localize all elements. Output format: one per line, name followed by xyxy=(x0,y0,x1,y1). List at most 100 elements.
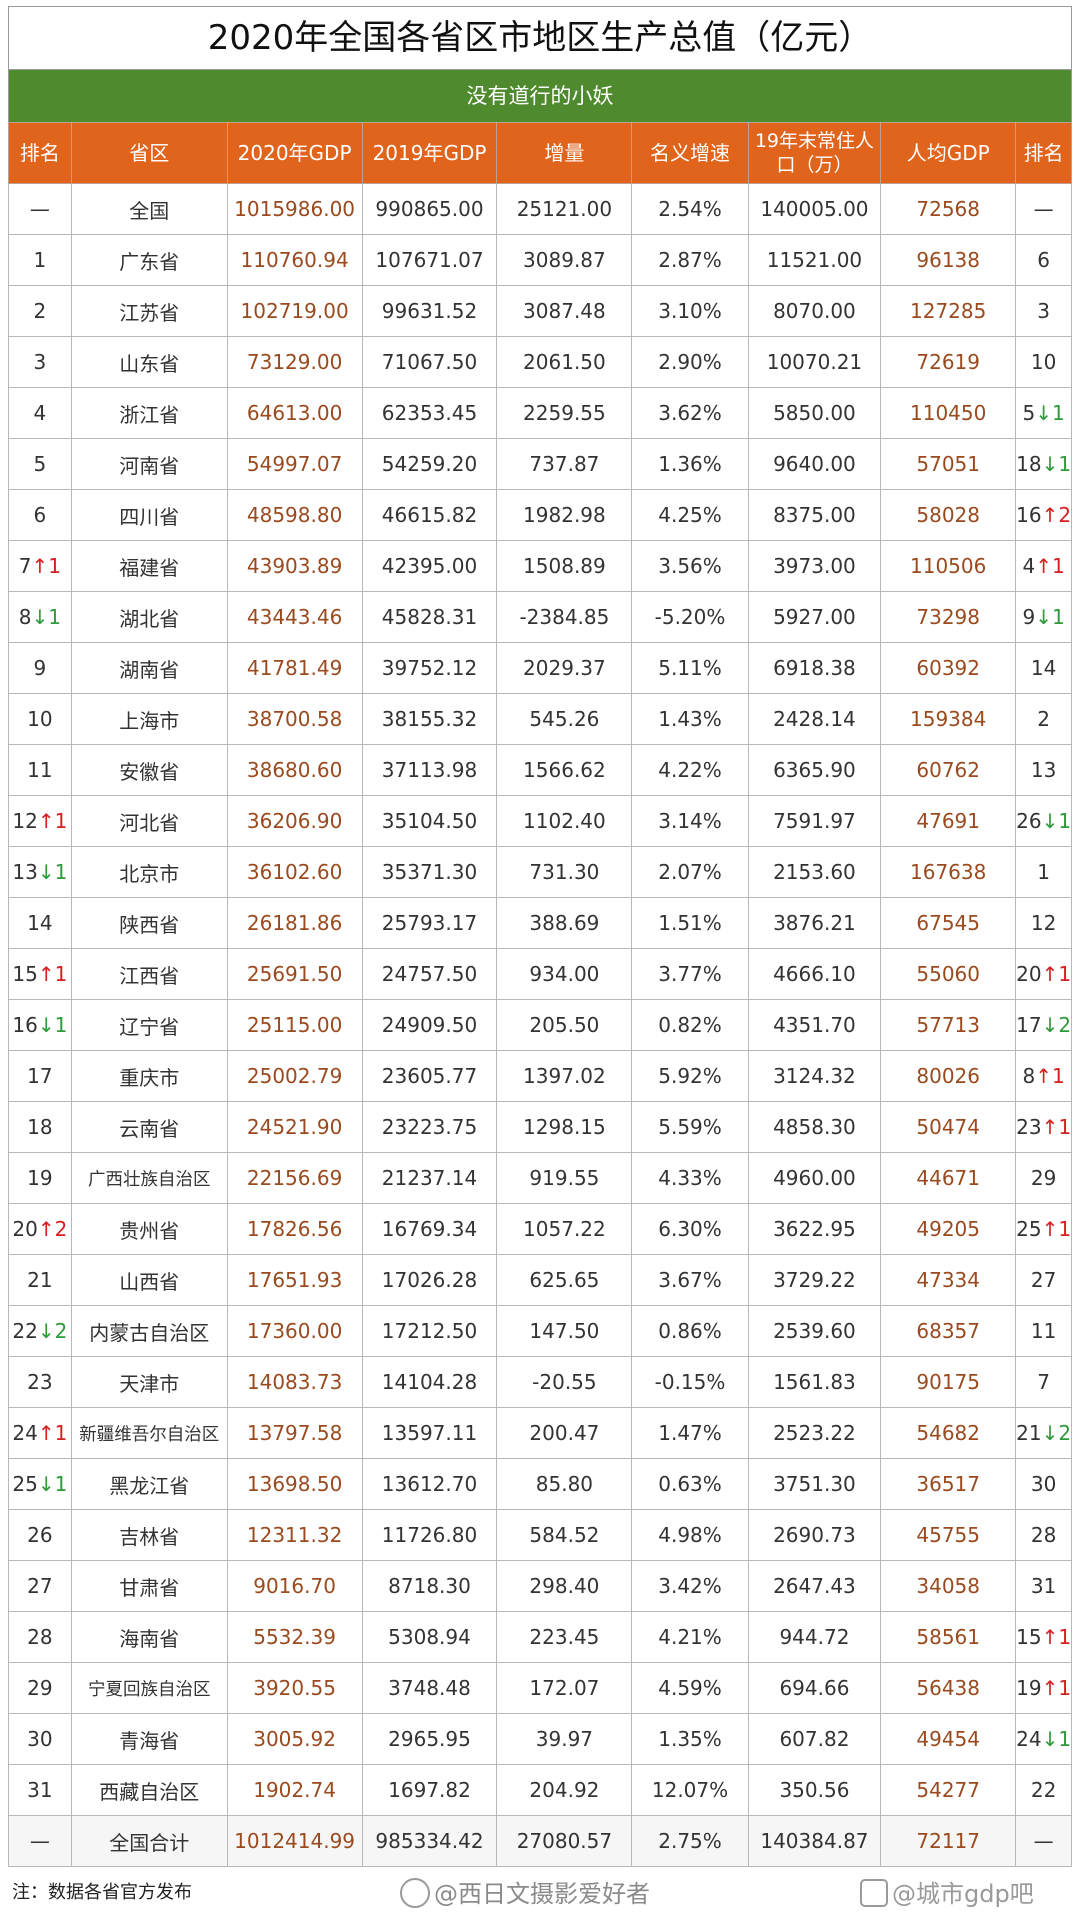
cell-per-capita-gdp-value: 110506 xyxy=(910,554,987,578)
cell-gdp-2020: 14083.73 xyxy=(226,1356,363,1408)
cell-population-value: 4960.00 xyxy=(773,1166,856,1190)
cell-increase-value: 298.40 xyxy=(529,1574,600,1598)
cell-gdp-2020-value: 17651.93 xyxy=(246,1268,343,1292)
cell-increase-value: 1102.40 xyxy=(523,809,606,833)
cell-per-capita-rank: 9↓1 xyxy=(1015,591,1072,643)
cell-per-capita-rank: 14 xyxy=(1015,642,1072,694)
cell-population: 8375.00 xyxy=(747,489,882,541)
cell-gdp-2020: 38680.60 xyxy=(226,744,363,796)
table-row: 2 江苏省 102719.00 99631.52 3087.48 3.10% 8070.00… xyxy=(8,285,1072,337)
cell-population: 4666.10 xyxy=(747,948,882,1000)
cell-rank: 5 xyxy=(8,438,72,490)
header-increase: 增量 xyxy=(496,122,633,184)
cell-increase-value: 584.52 xyxy=(529,1523,600,1547)
cell-population-value: 5850.00 xyxy=(773,401,856,425)
cell-per-capita-gdp: 90175 xyxy=(880,1356,1017,1408)
cell-province-value: 贵州省 xyxy=(119,1218,180,1243)
cell-rank-value: 13 xyxy=(12,860,38,884)
cell-gdp-2020-value: 25115.00 xyxy=(246,1013,343,1037)
cell-rank-value: — xyxy=(29,1829,50,1853)
cell-per-capita-gdp: 44671 xyxy=(880,1152,1017,1204)
rank-up-indicator: ↑1 xyxy=(38,1421,68,1445)
cell-rank-value: 11 xyxy=(27,758,53,782)
cell-per-capita-rank-value: 29 xyxy=(1030,1166,1057,1190)
cell-per-capita-gdp-value: 50474 xyxy=(916,1115,980,1139)
cell-per-capita-gdp: 80026 xyxy=(880,1050,1017,1102)
cell-increase-value: 2061.50 xyxy=(523,350,606,374)
cell-increase: 584.52 xyxy=(496,1509,633,1561)
cell-rank-value: 23 xyxy=(27,1370,53,1394)
cell-province: 福建省 xyxy=(70,540,228,592)
cell-population-value: 6918.38 xyxy=(773,656,856,680)
cell-per-capita-gdp-value: 60762 xyxy=(916,758,980,782)
arrow-down-icon: ↓ xyxy=(1041,809,1059,833)
cell-nominal-growth: 4.22% xyxy=(631,744,749,796)
cell-rank: 4 xyxy=(8,387,72,439)
cell-rank: 1 xyxy=(8,234,72,286)
cell-gdp-2019: 23223.75 xyxy=(361,1101,498,1153)
cell-nominal-growth-value: 3.67% xyxy=(658,1268,722,1292)
cell-population-value: 3622.95 xyxy=(773,1217,856,1241)
table-row: 24↑1 新疆维吾尔自治区 13797.58 13597.11 200.47 1.47% 2… xyxy=(8,1407,1072,1459)
cell-gdp-2020: 43903.89 xyxy=(226,540,363,592)
cell-population: 607.82 xyxy=(747,1713,882,1765)
cell-population-value: 2690.73 xyxy=(773,1523,856,1547)
cell-nominal-growth: 1.35% xyxy=(631,1713,749,1765)
cell-increase: 3089.87 xyxy=(496,234,633,286)
cell-gdp-2019: 99631.52 xyxy=(361,285,498,337)
cell-gdp-2020: 1015986.00 xyxy=(226,183,363,235)
cell-per-capita-rank-value: 28 xyxy=(1030,1523,1057,1547)
cell-population: 2647.43 xyxy=(747,1560,882,1612)
cell-province-value: 青海省 xyxy=(119,1728,180,1753)
cell-per-capita-rank-value: 5 xyxy=(1022,401,1036,425)
cell-population-value: 8070.00 xyxy=(773,299,856,323)
cell-province: 安徽省 xyxy=(70,744,228,796)
cell-nominal-growth-value: 1.47% xyxy=(658,1421,722,1445)
cell-province-value: 安徽省 xyxy=(119,759,180,784)
header-per-capita-gdp: 人均GDP xyxy=(880,122,1017,184)
cell-gdp-2019: 39752.12 xyxy=(361,642,498,694)
cell-per-capita-rank-value: 12 xyxy=(1030,911,1057,935)
cell-per-capita-rank: 8↑1 xyxy=(1015,1050,1072,1102)
cell-nominal-growth: 3.42% xyxy=(631,1560,749,1612)
cell-province: 黑龙江省 xyxy=(70,1458,228,1510)
cell-population: 3973.00 xyxy=(747,540,882,592)
cell-province-value: 湖南省 xyxy=(119,657,180,682)
table-row: 6 四川省 48598.80 46615.82 1982.98 4.25% 8375.00 5… xyxy=(8,489,1072,541)
cell-gdp-2019: 46615.82 xyxy=(361,489,498,541)
cell-rank: 9 xyxy=(8,642,72,694)
cell-gdp-2020-value: 110760.94 xyxy=(240,248,349,272)
rank-down-indicator: ↓2 xyxy=(38,1319,68,1343)
cell-population: 6365.90 xyxy=(747,744,882,796)
cell-province: 甘肃省 xyxy=(70,1560,228,1612)
cell-rank-value: 20 xyxy=(12,1217,38,1241)
cell-per-capita-rank: 18↓1 xyxy=(1015,438,1072,490)
cell-province-value: 全国合计 xyxy=(109,1830,190,1855)
cell-gdp-2019-value: 23605.77 xyxy=(381,1064,478,1088)
cell-per-capita-gdp: 47334 xyxy=(880,1254,1017,1306)
cell-nominal-growth-value: 2.07% xyxy=(658,860,722,884)
rank-up-indicator: ↑1 xyxy=(1042,1217,1071,1241)
cell-gdp-2019-value: 23223.75 xyxy=(381,1115,478,1139)
arrow-down-icon: ↓ xyxy=(37,1013,55,1037)
cell-province-value: 西藏自治区 xyxy=(99,1779,200,1804)
cell-rank-value: 15 xyxy=(12,962,38,986)
cell-province: 陕西省 xyxy=(70,897,228,949)
cell-gdp-2020: 102719.00 xyxy=(226,285,363,337)
cell-gdp-2020: 9016.70 xyxy=(226,1560,363,1612)
cell-increase-value: 1057.22 xyxy=(523,1217,606,1241)
cell-province: 云南省 xyxy=(70,1101,228,1153)
cell-gdp-2019-value: 13612.70 xyxy=(381,1472,478,1496)
cell-nominal-growth-value: 4.98% xyxy=(658,1523,722,1547)
header-gdp-2019: 2019年GDP xyxy=(361,122,498,184)
cell-nominal-growth-value: 2.90% xyxy=(658,350,722,374)
cell-province-value: 天津市 xyxy=(119,1371,180,1396)
rank-down-indicator: ↓1 xyxy=(1042,1727,1071,1751)
cell-gdp-2019: 985334.42 xyxy=(361,1815,498,1867)
cell-gdp-2019: 37113.98 xyxy=(361,744,498,796)
cell-rank-value: 7 xyxy=(18,554,32,578)
cell-increase: 3087.48 xyxy=(496,285,633,337)
cell-province: 四川省 xyxy=(70,489,228,541)
cell-increase: -2384.85 xyxy=(496,591,633,643)
rank-change-amount: 1 xyxy=(54,1013,68,1037)
